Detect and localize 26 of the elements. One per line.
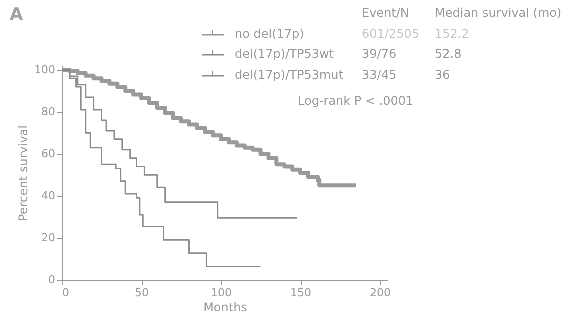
y-tick-label: 100	[34, 64, 56, 77]
y-axis-title: Percent survival	[16, 126, 31, 222]
chart-title: A	[10, 5, 24, 25]
text: Median survival (mo)	[435, 6, 562, 20]
x-tick-label: 150	[290, 286, 312, 300]
y-tick-label: 0	[48, 274, 56, 286]
y-tick-label: 20	[42, 232, 56, 245]
legend-label: del(17p)/TP53mut	[235, 68, 344, 82]
annotation: 33/45	[362, 68, 397, 82]
legend-label: no del(17p)	[235, 27, 304, 41]
text: 52.8	[435, 47, 462, 61]
x-tick-label: 200	[370, 286, 392, 300]
text: 39/76	[362, 47, 397, 61]
x-tick-label: 0	[62, 286, 70, 300]
y-tick-label: 80	[42, 106, 56, 119]
x-tick-label: 100	[211, 286, 232, 300]
text: 152.2	[435, 27, 470, 41]
y-tick-label: 40	[42, 190, 56, 203]
text: 601/2505	[362, 27, 420, 41]
legend-label: del(17p)/TP53wt	[235, 47, 334, 61]
y-tick-label: 60	[42, 148, 56, 161]
x-tick-label: 50	[135, 286, 150, 300]
text: Event/N	[362, 6, 410, 20]
annotation: Log-rank P < .0001	[298, 94, 414, 108]
text: 36	[435, 68, 450, 82]
x-axis-title: Months	[204, 300, 248, 314]
